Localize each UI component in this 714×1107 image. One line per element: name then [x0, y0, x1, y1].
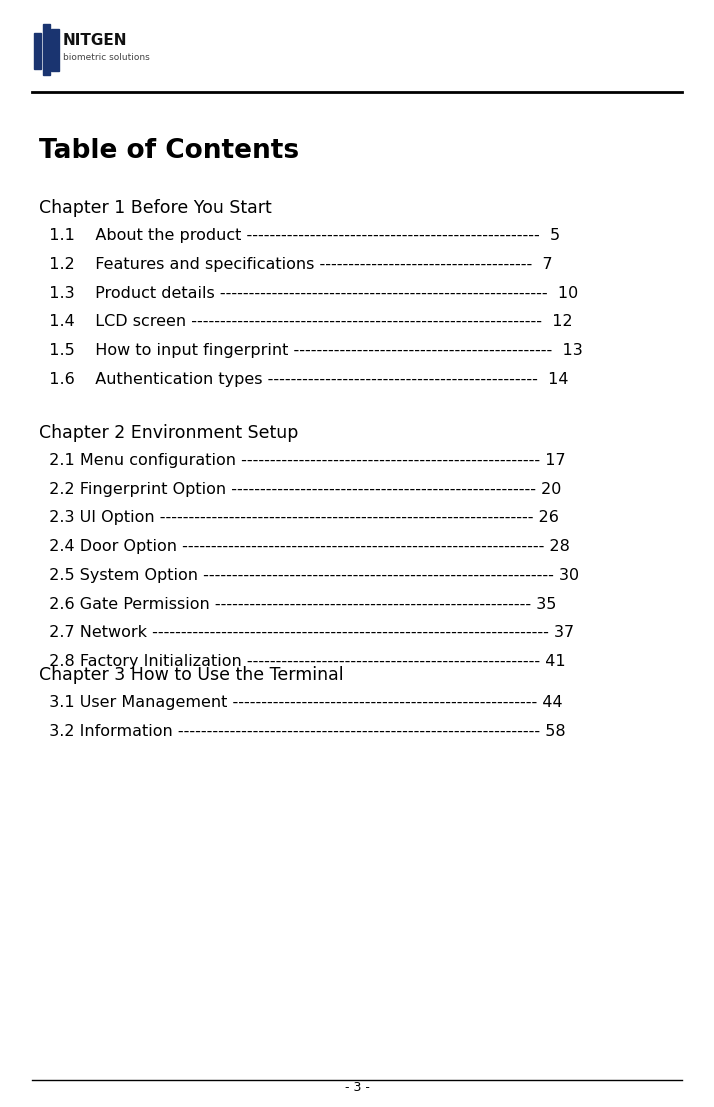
Text: 2.2 Fingerprint Option ----------------------------------------------------- 20: 2.2 Fingerprint Option -----------------… [39, 482, 562, 497]
Text: Table of Contents: Table of Contents [39, 138, 299, 164]
Text: NITGEN: NITGEN [63, 33, 127, 49]
Text: 1.6    Authentication types -----------------------------------------------  14: 1.6 Authentication types ---------------… [39, 372, 569, 387]
Bar [51, 29, 59, 71]
Text: 1.5    How to input fingerprint ---------------------------------------------  1: 1.5 How to input fingerprint -----------… [39, 343, 583, 359]
Text: 2.8 Factory Initialization --------------------------------------------------- 4: 2.8 Factory Initialization -------------… [39, 654, 566, 670]
Text: 1.4    LCD screen ------------------------------------------------------------- : 1.4 LCD screen -------------------------… [39, 314, 573, 330]
Text: 2.5 System Option ------------------------------------------------------------- : 2.5 System Option ----------------------… [39, 568, 579, 583]
Bar [34, 33, 41, 69]
Text: 3.2 Information --------------------------------------------------------------- : 3.2 Information ------------------------… [39, 724, 566, 739]
Text: 2.6 Gate Permission ------------------------------------------------------- 35: 2.6 Gate Permission --------------------… [39, 597, 557, 612]
Bar [43, 24, 50, 75]
Text: - 3 -: - 3 - [345, 1080, 369, 1094]
Text: 1.2    Features and specifications -------------------------------------  7: 1.2 Features and specifications --------… [39, 257, 553, 272]
Text: 2.4 Door Option --------------------------------------------------------------- : 2.4 Door Option ------------------------… [39, 539, 570, 555]
Text: 1.1    About the product ---------------------------------------------------  5: 1.1 About the product ------------------… [39, 228, 560, 244]
Text: 2.7 Network --------------------------------------------------------------------: 2.7 Network ----------------------------… [39, 625, 574, 641]
Text: Chapter 1 Before You Start: Chapter 1 Before You Start [39, 199, 272, 217]
Text: Chapter 2 Environment Setup: Chapter 2 Environment Setup [39, 424, 298, 442]
Text: biometric solutions: biometric solutions [63, 53, 149, 62]
Text: Chapter 3 How to Use the Terminal: Chapter 3 How to Use the Terminal [39, 666, 344, 684]
Text: 3.1 User Management ----------------------------------------------------- 44: 3.1 User Management --------------------… [39, 695, 563, 711]
Text: 1.3    Product details ---------------------------------------------------------: 1.3 Product details --------------------… [39, 286, 578, 301]
Text: 2.1 Menu configuration ---------------------------------------------------- 17: 2.1 Menu configuration -----------------… [39, 453, 566, 468]
Text: 2.3 UI Option ----------------------------------------------------------------- : 2.3 UI Option --------------------------… [39, 510, 559, 526]
